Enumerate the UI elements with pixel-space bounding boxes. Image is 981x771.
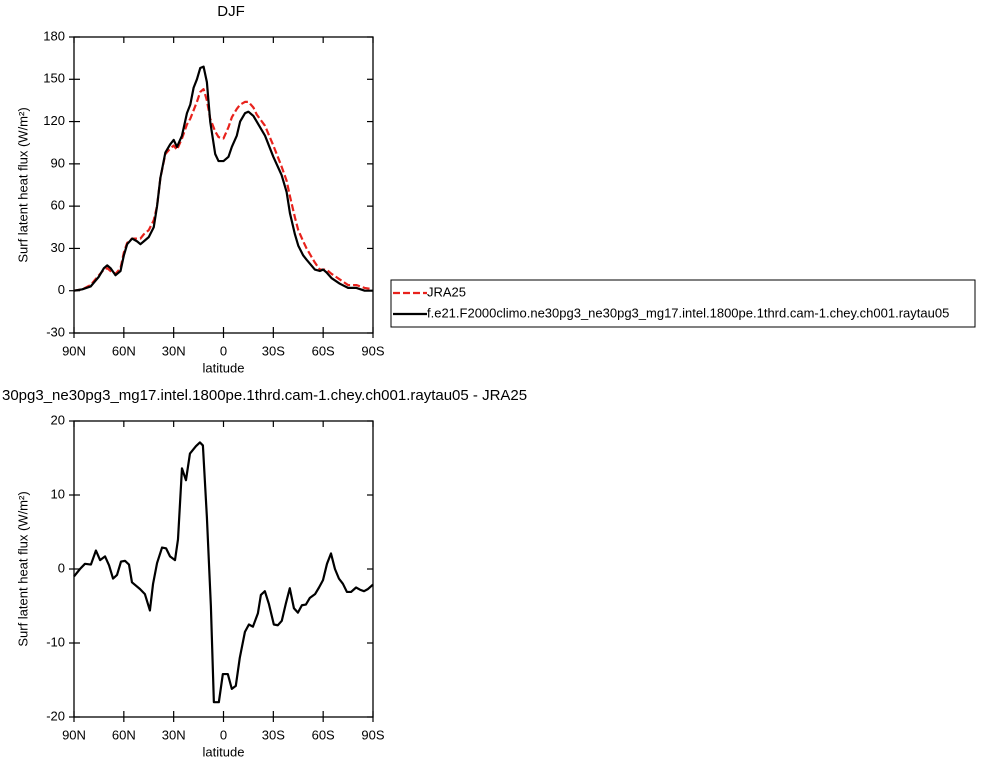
y-tick-label: 180 [43,28,65,43]
y-tick-label: -30 [46,324,65,339]
series-line [73,88,374,292]
x-tick-label: 30S [262,727,285,742]
y-tick-label: -20 [46,708,65,723]
x-tick-label: 90N [62,727,86,742]
x-tick-label: 60N [112,727,136,742]
legend-label: f.e21.F2000climo.ne30pg3_ne30pg3_mg17.in… [427,305,949,320]
x-tick-label: 30S [262,343,285,358]
y-tick-label: 150 [43,71,65,86]
y-tick-label: 0 [58,282,65,297]
x-tick-label: 30N [162,727,186,742]
y-tick-label: 120 [43,113,65,128]
series-line [73,65,373,292]
plot-frame [73,36,374,334]
y-tick-label: -10 [46,634,65,649]
y-tick-label: 0 [58,560,65,575]
chart-title: DJF [217,3,245,20]
x-axis-label: latitude [203,360,245,375]
y-axis-label: Surf latent heat flux (W/m²) [15,491,30,646]
y-tick-label: 10 [51,486,65,501]
y-tick-label: 60 [51,198,65,213]
x-tick-label: 60N [112,343,136,358]
y-tick-label: 20 [51,412,65,427]
x-tick-label: 60S [312,727,335,742]
x-axis-label: latitude [203,744,245,759]
legend-box [390,279,976,328]
series-line [73,441,374,704]
x-tick-label: 0 [220,727,227,742]
x-tick-label: 0 [220,343,227,358]
x-tick-label: 90S [361,727,384,742]
y-tick-label: 30 [51,240,65,255]
chart-title: 30pg3_ne30pg3_mg17.intel.1800pe.1thrd.ca… [2,387,527,404]
legend-label: JRA25 [427,284,466,299]
y-tick-label: 90 [51,155,65,170]
x-tick-label: 60S [312,343,335,358]
y-axis-label: Surf latent heat flux (W/m²) [15,107,30,262]
x-tick-label: 30N [162,343,186,358]
x-tick-label: 90N [62,343,86,358]
x-tick-label: 90S [361,343,384,358]
